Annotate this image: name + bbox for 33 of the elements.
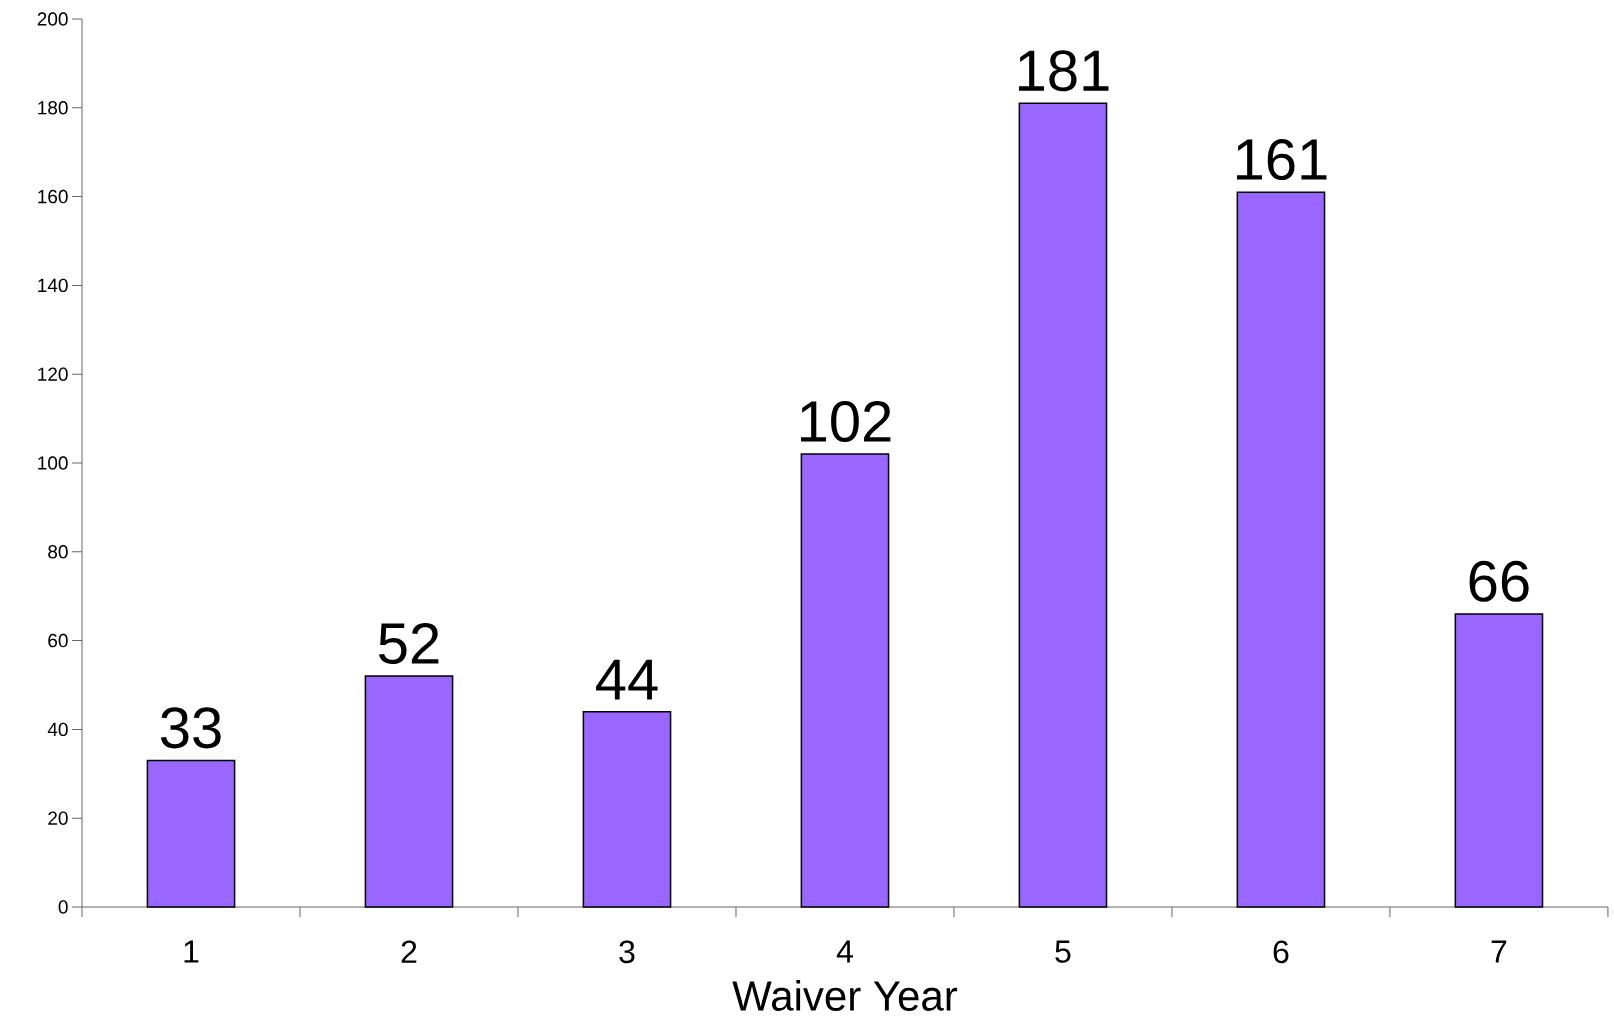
y-tick-label: 180 [38, 101, 68, 115]
y-tick-label: 0 [58, 900, 68, 914]
x-tick-label: 2 [401, 940, 417, 963]
data-label: 52 [379, 622, 439, 665]
y-tick-label: 120 [38, 367, 68, 381]
x-tick-label: 7 [1491, 940, 1507, 963]
bar [582, 710, 672, 908]
data-label: 161 [1236, 139, 1327, 181]
data-label: 102 [801, 400, 891, 443]
data-label: 33 [160, 707, 221, 749]
y-tick-label: 80 [48, 545, 68, 559]
y-tick-label: 140 [38, 278, 68, 293]
data-label: 66 [1469, 560, 1529, 602]
x-tick-label: 3 [619, 940, 635, 964]
y-tick-label: 100 [38, 456, 68, 470]
x-axis-title: Waiver Year [732, 980, 958, 1011]
bar [146, 759, 236, 908]
data-label: 44 [596, 659, 658, 700]
x-tick-label: 4 [836, 940, 853, 963]
bar [364, 675, 454, 908]
y-tick-label: 160 [38, 189, 68, 204]
data-label: 181 [1018, 50, 1109, 92]
y-tick-label: 40 [47, 722, 68, 737]
y-tick-label: 20 [48, 811, 68, 825]
y-tick-label: 200 [37, 12, 68, 26]
y-tick-label: 60 [48, 633, 68, 648]
x-tick-label: 1 [184, 940, 199, 963]
x-tick-label: 5 [1055, 940, 1071, 963]
bar [1236, 191, 1326, 908]
x-tick-label: 6 [1273, 940, 1289, 964]
bar [1018, 102, 1108, 908]
bar [800, 453, 890, 908]
bar [1454, 613, 1544, 908]
